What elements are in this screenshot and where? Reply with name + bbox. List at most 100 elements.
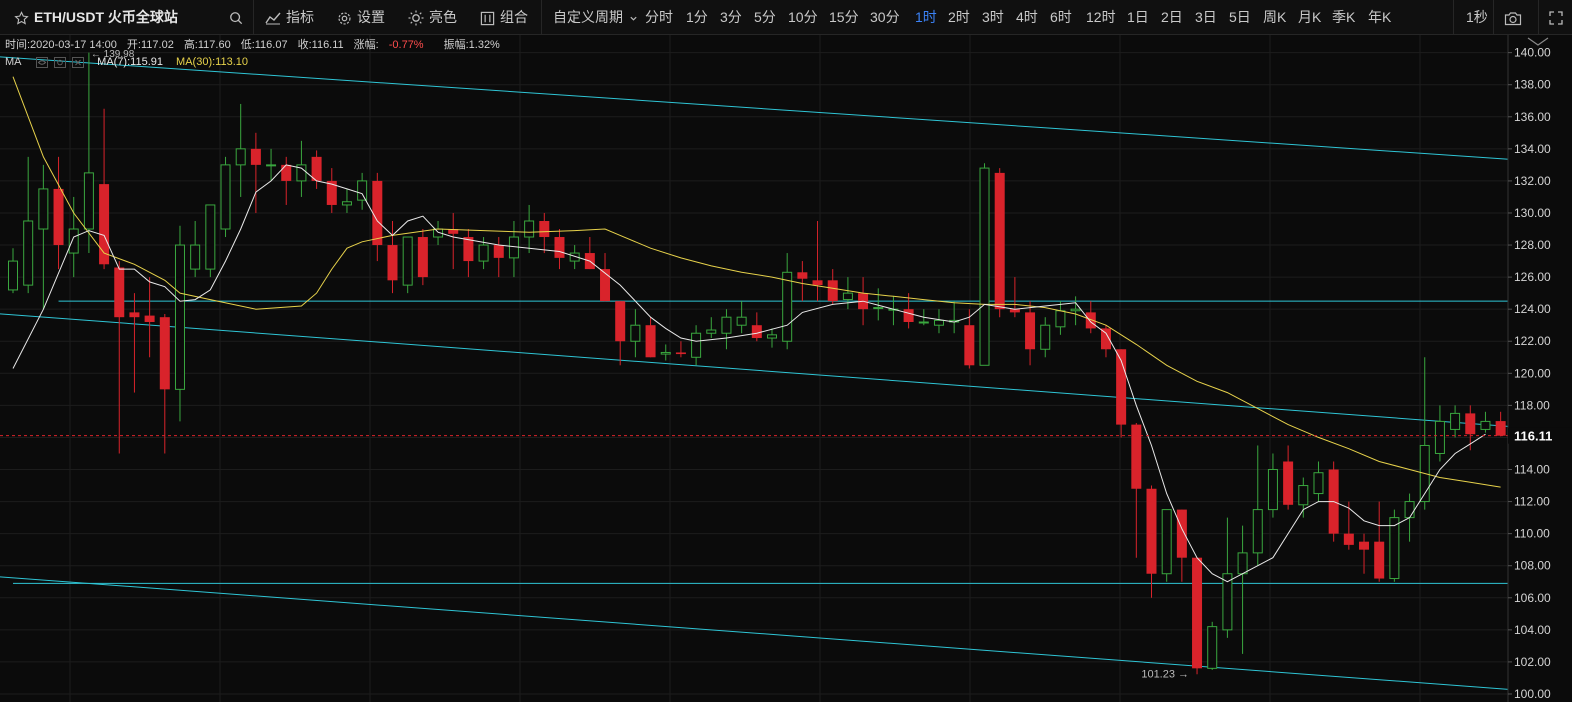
candle-body xyxy=(630,324,641,342)
price-axis-label: 126.00 xyxy=(1514,270,1551,284)
candle-body xyxy=(842,292,853,301)
candle-body xyxy=(387,245,398,281)
candle-body xyxy=(1480,420,1491,430)
combo-label: 组合 xyxy=(500,9,528,25)
candle-body xyxy=(417,237,428,278)
candle-body xyxy=(994,172,1005,310)
search-icon[interactable] xyxy=(229,11,243,25)
candle-body xyxy=(1313,472,1324,495)
period-tab[interactable]: 2日 xyxy=(1161,9,1183,25)
price-axis-label: 108.00 xyxy=(1514,559,1551,573)
candle xyxy=(129,293,140,393)
price-axis-label: 122.00 xyxy=(1514,334,1551,348)
candle-body xyxy=(979,167,990,366)
period-tab[interactable]: 6时 xyxy=(1050,9,1072,25)
period-tab[interactable]: 10分 xyxy=(788,9,818,25)
price-axis-label: 124.00 xyxy=(1514,302,1551,316)
price-axis-label: 106.00 xyxy=(1514,591,1551,605)
period-tab[interactable]: 3分 xyxy=(720,9,742,25)
candle-body xyxy=(1389,517,1400,580)
ma-label: MA xyxy=(5,56,21,68)
candle-body xyxy=(751,325,762,339)
period-tab[interactable]: 2时 xyxy=(948,9,970,25)
candle xyxy=(812,220,823,302)
symbol-selector[interactable]: ETH/USDT 火币全球站 xyxy=(14,0,178,34)
candle xyxy=(1237,525,1248,654)
period-tab[interactable]: 季K xyxy=(1332,9,1356,25)
candle-body xyxy=(1116,349,1127,425)
period-tab[interactable]: 4时 xyxy=(1016,9,1038,25)
candle-body xyxy=(205,204,216,270)
period-tab[interactable]: 分时 xyxy=(645,9,673,25)
candle-body xyxy=(569,252,580,262)
candle-body xyxy=(341,201,352,206)
period-tab[interactable]: 3时 xyxy=(982,9,1004,25)
candle xyxy=(1419,357,1430,510)
period-tab[interactable]: 月K xyxy=(1298,9,1322,25)
candle xyxy=(463,229,474,278)
period-tab[interactable]: 15分 xyxy=(829,9,859,25)
gear-icon[interactable] xyxy=(54,56,67,68)
settings-button[interactable]: 设置 xyxy=(337,0,385,34)
candle xyxy=(38,164,49,310)
period-tab[interactable]: 年K xyxy=(1368,9,1392,25)
symbol-title: ETH/USDT 火币全球站 xyxy=(34,9,178,25)
candle-body xyxy=(1131,424,1142,489)
candle xyxy=(1192,557,1203,675)
theme-button[interactable]: 亮色 xyxy=(408,0,457,34)
candle-body xyxy=(220,164,231,230)
close-icon[interactable] xyxy=(72,56,85,68)
candle-body xyxy=(933,319,944,326)
candle xyxy=(979,163,990,366)
candle xyxy=(1434,405,1445,462)
price-axis[interactable]: 100.00 102.00 104.00 106.00 108.00 110.00 112.… xyxy=(1507,35,1572,702)
camera-icon xyxy=(1504,12,1522,25)
candle xyxy=(691,325,702,366)
candle xyxy=(190,220,201,278)
candle-body xyxy=(1146,488,1157,574)
period-tab[interactable]: 5日 xyxy=(1229,9,1251,25)
candle-body xyxy=(1465,413,1476,435)
price-axis-label: 134.00 xyxy=(1514,142,1551,156)
eye-icon[interactable] xyxy=(35,56,48,68)
refresh-rate-button[interactable]: 1秒 xyxy=(1466,0,1488,34)
indicator-button[interactable]: 指标 xyxy=(265,0,314,34)
candle xyxy=(1298,477,1309,518)
combo-button[interactable]: 组合 xyxy=(480,0,528,34)
period-tab[interactable]: 1时 xyxy=(915,9,937,25)
period-tab[interactable]: 1日 xyxy=(1127,9,1149,25)
period-tab[interactable]: 周K xyxy=(1263,9,1287,25)
candle xyxy=(1465,405,1476,451)
candle xyxy=(736,301,747,334)
period-tab[interactable]: 5分 xyxy=(754,9,776,25)
candle xyxy=(706,317,717,339)
candle xyxy=(1252,445,1263,566)
candle xyxy=(1343,501,1354,550)
candle-body xyxy=(1283,461,1294,505)
candle-body xyxy=(296,164,307,182)
candle xyxy=(417,229,428,286)
fullscreen-button[interactable] xyxy=(1549,0,1563,34)
price-axis-label: 112.00 xyxy=(1514,495,1550,509)
chart-annotations: ← 139.98 101.23 → xyxy=(0,49,1508,680)
candle xyxy=(1267,453,1278,518)
period-tab[interactable]: 12时 xyxy=(1086,9,1116,25)
candle xyxy=(949,301,960,334)
candle xyxy=(1116,349,1127,438)
candlestick-chart[interactable]: ← 139.98 101.23 → 100.00 102.00 104.00 106.0… xyxy=(0,35,1572,702)
candle-body xyxy=(1404,501,1415,519)
candle-body xyxy=(68,228,79,254)
screenshot-button[interactable] xyxy=(1504,0,1522,34)
star-icon[interactable] xyxy=(14,10,29,26)
info-change-value: -0.77% xyxy=(388,39,424,51)
search-button[interactable] xyxy=(229,0,243,34)
candle-body xyxy=(463,237,474,262)
period-tab[interactable]: 3日 xyxy=(1195,9,1217,25)
candle-body xyxy=(372,180,383,246)
custom-period-dropdown[interactable]: 自定义周期 xyxy=(553,0,638,34)
period-tab[interactable]: 1分 xyxy=(686,9,708,25)
toolbar-divider xyxy=(1538,0,1539,34)
period-tab[interactable]: 30分 xyxy=(870,9,900,25)
candle xyxy=(296,140,307,197)
candle-body xyxy=(1070,308,1081,312)
